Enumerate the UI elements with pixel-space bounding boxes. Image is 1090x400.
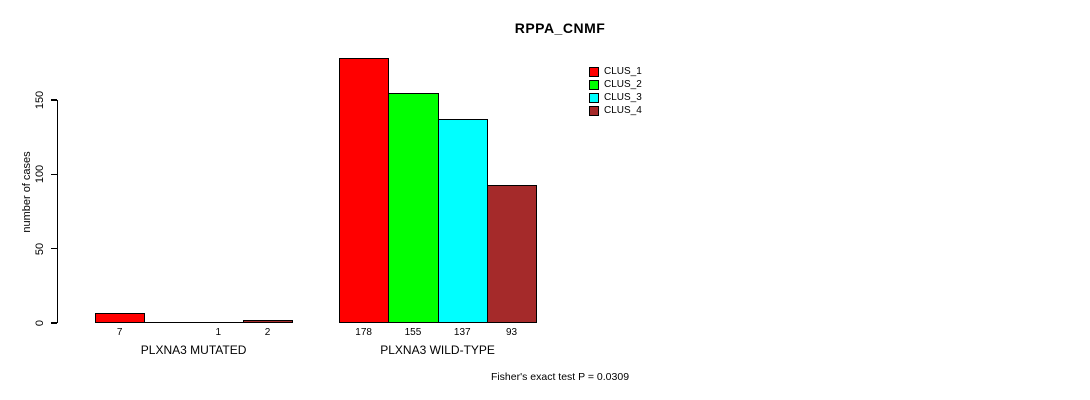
chart-title: RPPA_CNMF xyxy=(514,20,606,36)
legend-row: CLUS_2 xyxy=(589,78,642,91)
y-tick-label: 100 xyxy=(34,165,46,184)
legend-swatch xyxy=(589,79,599,90)
legend-row: CLUS_3 xyxy=(589,91,642,104)
legend-label: CLUS_4 xyxy=(604,105,642,116)
bar-value-label: 2 xyxy=(264,327,271,338)
y-axis-tick xyxy=(51,99,57,101)
y-axis-tick xyxy=(51,173,57,175)
category-label: PLXNA3 WILD-TYPE xyxy=(380,343,495,357)
y-axis-line xyxy=(57,100,59,323)
bar-value-label: 137 xyxy=(453,327,471,338)
bar-value-label: 155 xyxy=(404,327,422,338)
legend-label: CLUS_2 xyxy=(604,79,642,90)
bar xyxy=(95,312,146,323)
legend-row: CLUS_1 xyxy=(589,65,642,78)
category-label: PLXNA3 MUTATED xyxy=(140,343,247,357)
bar-value-label: 1 xyxy=(215,327,222,338)
bar-value-label: 93 xyxy=(505,327,518,338)
bar xyxy=(193,321,244,324)
legend: CLUS_1 CLUS_2 CLUS_3 CLUS_4 xyxy=(589,65,642,117)
legend-swatch xyxy=(589,66,599,77)
y-axis-tick xyxy=(51,322,57,324)
y-axis-tick xyxy=(51,248,57,250)
bar-value-label: 178 xyxy=(355,327,372,338)
legend-row: CLUS_4 xyxy=(589,104,642,117)
bar xyxy=(242,320,294,323)
bar xyxy=(388,92,439,323)
y-axis-label: number of cases xyxy=(21,151,33,233)
y-tick-label: 150 xyxy=(34,90,46,110)
bar xyxy=(339,58,390,323)
bar xyxy=(144,321,195,324)
y-tick-label: 0 xyxy=(34,319,46,327)
legend-swatch xyxy=(589,92,599,103)
annotation-text: Fisher's exact test P = 0.0309 xyxy=(490,371,630,383)
bar xyxy=(437,119,488,323)
bar xyxy=(486,184,538,323)
legend-swatch xyxy=(589,105,599,116)
bar-value-label: 7 xyxy=(116,327,123,338)
legend-label: CLUS_1 xyxy=(604,66,642,77)
legend-label: CLUS_3 xyxy=(604,92,642,103)
y-tick-label: 50 xyxy=(34,242,46,255)
